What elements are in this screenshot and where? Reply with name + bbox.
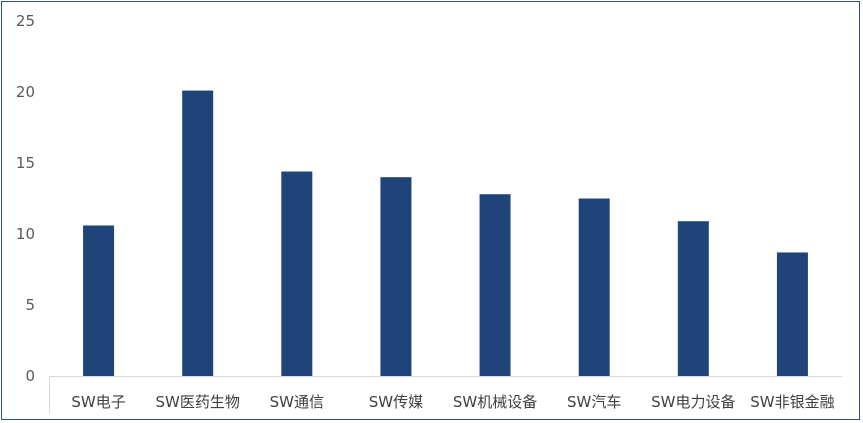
bar (578, 198, 610, 376)
x-category-label: SW医药生物 (156, 393, 240, 411)
bars (83, 90, 808, 376)
y-tick-label: 10 (16, 225, 35, 243)
bar (479, 194, 511, 376)
y-tick-label: 25 (16, 12, 35, 30)
bar (380, 177, 412, 376)
y-axis: 0 5 10 15 20 25 (16, 12, 35, 385)
x-category-label: SW电子 (71, 393, 125, 411)
x-category-label: SW通信 (270, 393, 324, 411)
y-tick-label: 15 (16, 154, 35, 172)
y-tick-label: 5 (25, 296, 35, 314)
bar (182, 90, 214, 376)
bar (83, 225, 115, 376)
bar (677, 221, 709, 376)
y-tick-label: 20 (16, 83, 35, 101)
x-category-label: SW传媒 (369, 393, 423, 411)
x-axis: SW电子 SW医药生物 SW通信 SW传媒 SW机械设备 SW汽车 SW电力设备 SW非银金融 (49, 376, 842, 414)
x-category-label: SW电力设备 (651, 393, 735, 411)
bar (281, 171, 313, 376)
y-tick-label: 0 (25, 367, 35, 385)
x-category-label: SW机械设备 (453, 393, 537, 411)
x-category-label: SW非银金融 (750, 393, 834, 411)
bar (776, 252, 808, 376)
x-category-label: SW汽车 (567, 393, 621, 411)
